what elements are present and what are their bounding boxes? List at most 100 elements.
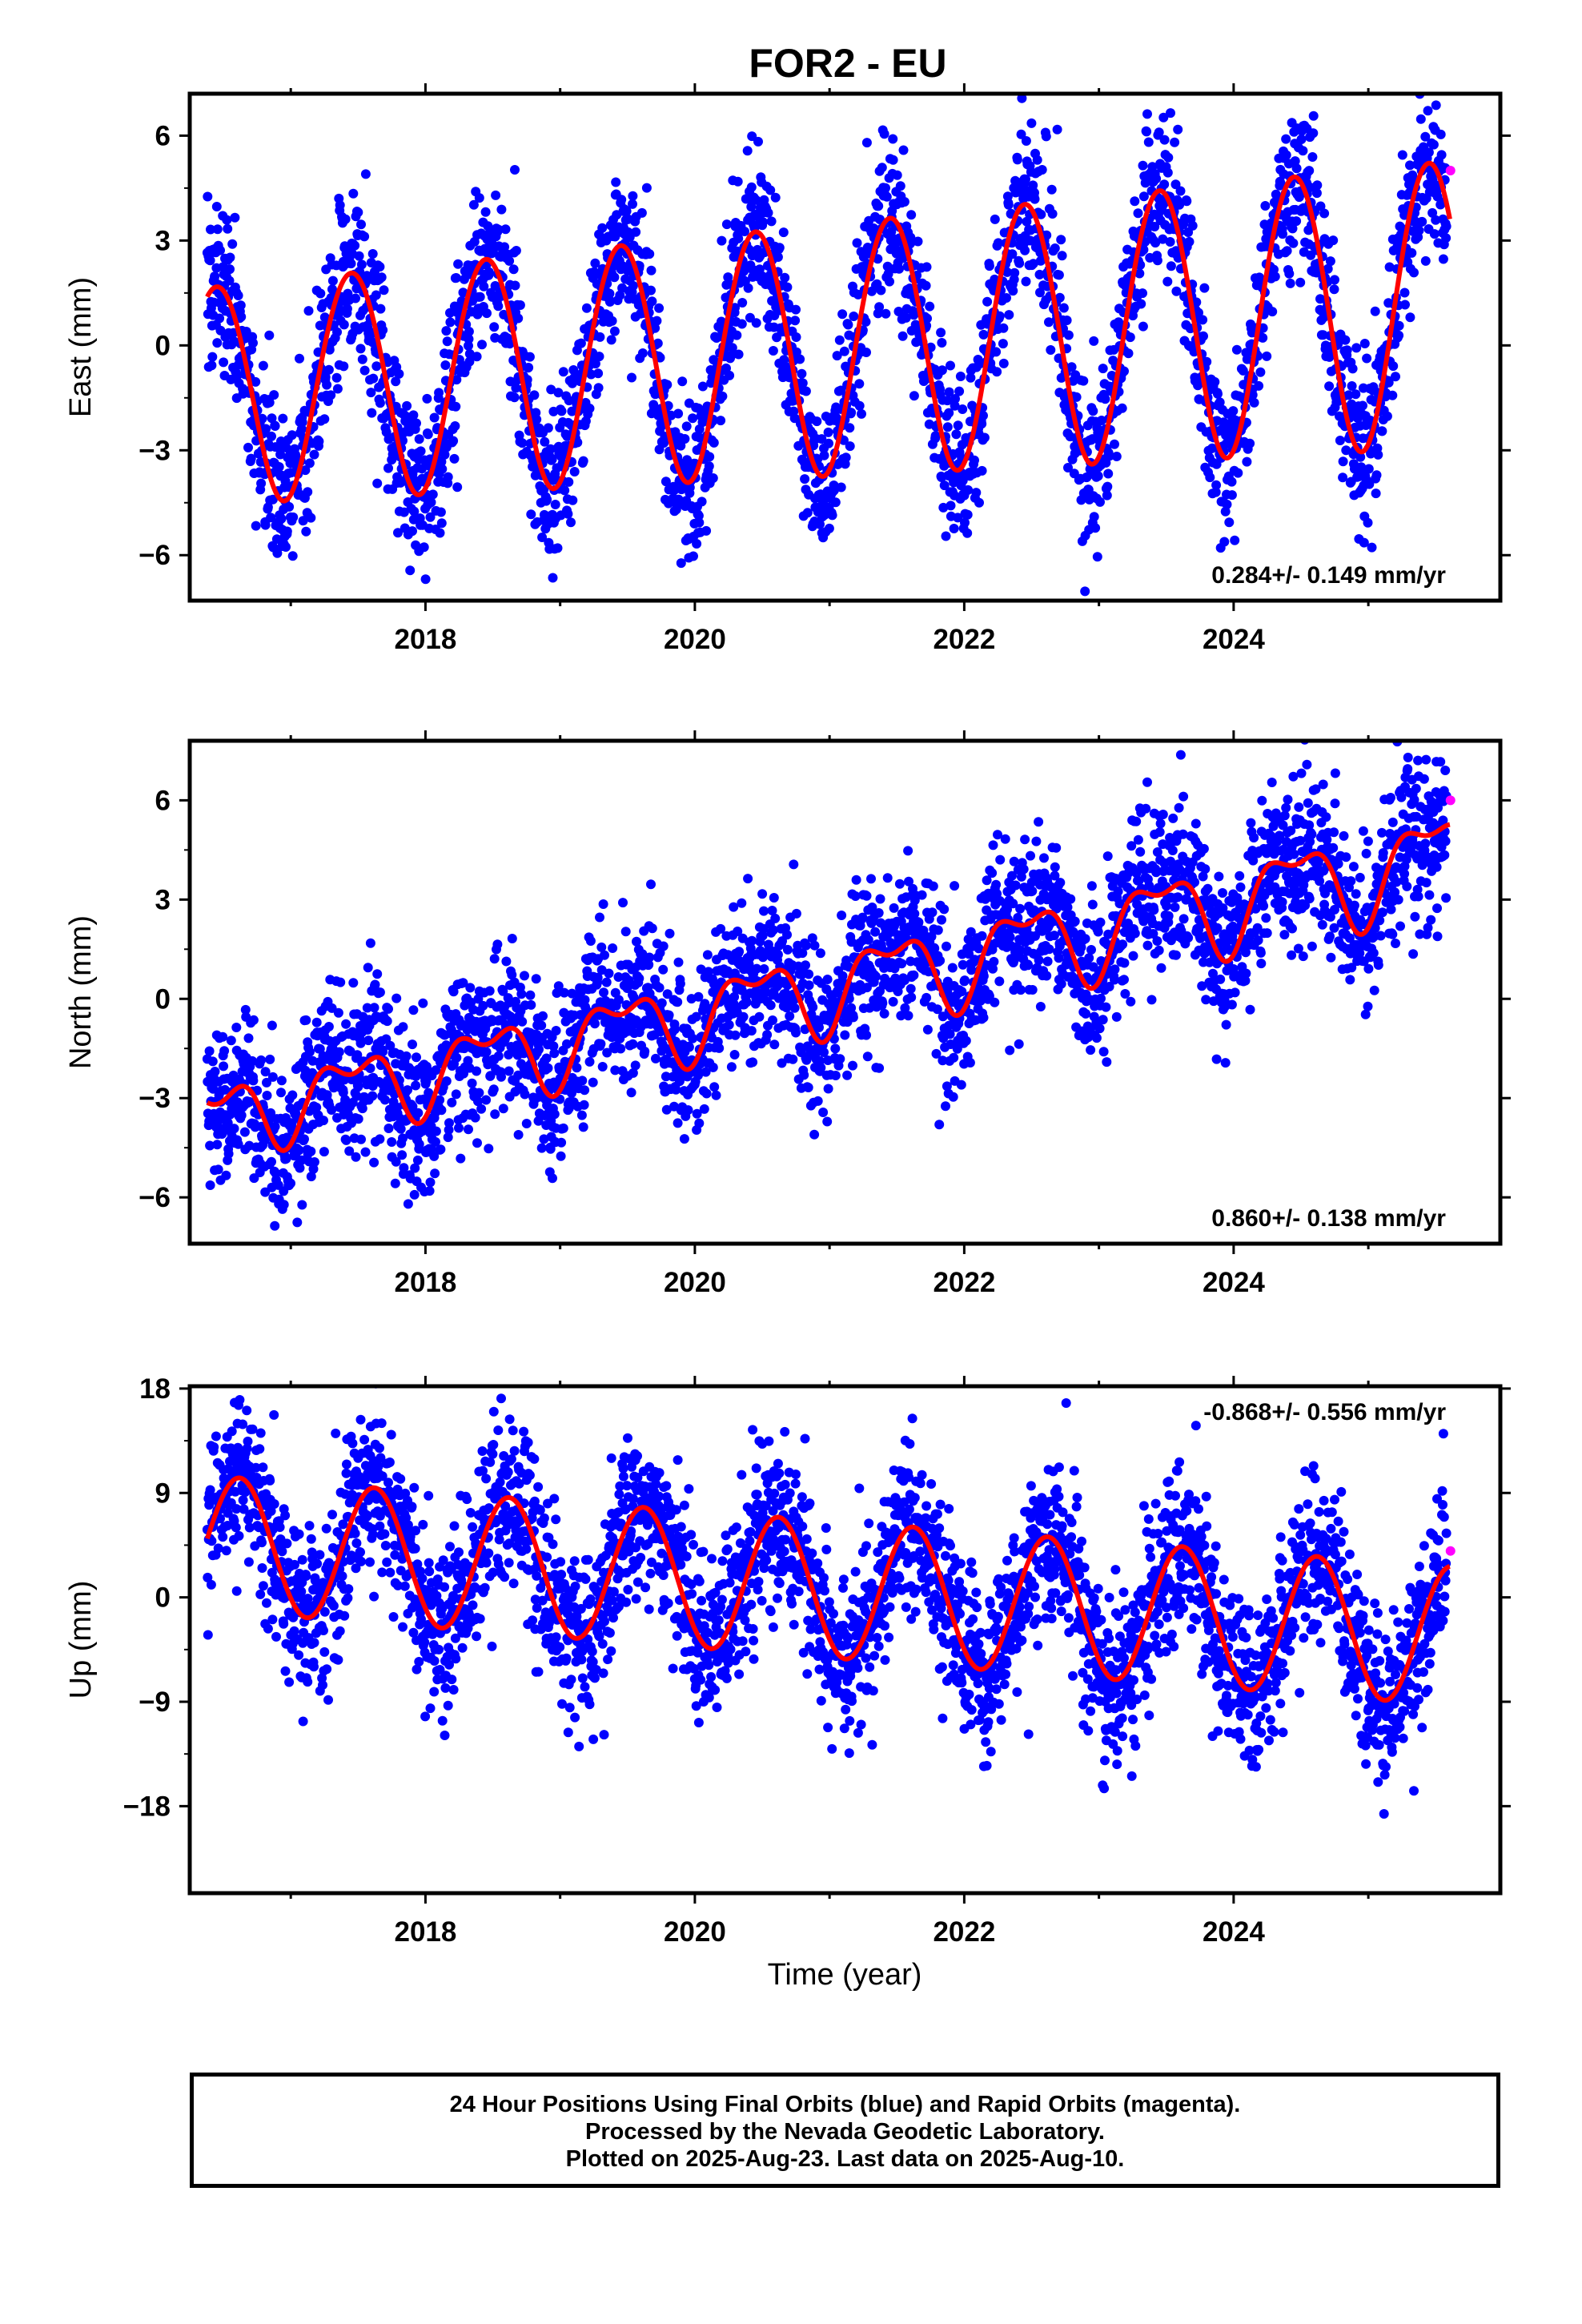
data-point bbox=[549, 1109, 560, 1120]
data-point bbox=[837, 309, 848, 320]
data-point bbox=[604, 288, 615, 299]
data-point bbox=[873, 908, 884, 918]
data-point bbox=[426, 497, 436, 508]
data-point bbox=[742, 146, 753, 156]
data-point bbox=[208, 1084, 219, 1094]
data-point bbox=[278, 413, 288, 424]
data-point bbox=[925, 301, 935, 312]
data-point bbox=[1138, 244, 1149, 255]
data-point bbox=[473, 1096, 483, 1107]
data-point bbox=[327, 1003, 337, 1013]
data-point bbox=[1312, 180, 1323, 191]
data-point bbox=[1198, 315, 1208, 325]
data-point bbox=[265, 1054, 275, 1064]
data-point bbox=[504, 1066, 514, 1076]
data-point bbox=[1191, 297, 1202, 308]
data-point bbox=[1159, 179, 1170, 190]
data-point bbox=[1318, 330, 1328, 340]
data-point bbox=[493, 301, 504, 312]
data-point bbox=[412, 418, 421, 428]
data-point bbox=[1227, 476, 1237, 487]
data-point bbox=[954, 386, 965, 396]
data-point bbox=[631, 227, 641, 237]
data-point bbox=[824, 438, 833, 448]
data-point bbox=[563, 509, 573, 519]
data-point bbox=[944, 387, 954, 397]
data-point bbox=[851, 875, 861, 885]
data-point bbox=[375, 304, 386, 314]
data-point bbox=[979, 432, 990, 443]
data-point bbox=[584, 404, 595, 413]
data-point bbox=[1056, 235, 1066, 245]
data-point bbox=[688, 1033, 698, 1043]
data-point bbox=[704, 461, 714, 472]
data-point bbox=[588, 1077, 598, 1088]
data-point bbox=[814, 1023, 824, 1032]
y-tick-label: 6 bbox=[155, 120, 171, 151]
data-point bbox=[1222, 499, 1232, 509]
data-point bbox=[812, 416, 822, 427]
data-point bbox=[1420, 131, 1431, 142]
x-tick-label: 2020 bbox=[664, 624, 726, 655]
data-point bbox=[424, 1186, 435, 1196]
data-point bbox=[637, 348, 648, 358]
data-point bbox=[892, 170, 902, 180]
data-point bbox=[835, 1054, 845, 1064]
data-point bbox=[303, 306, 314, 316]
data-point bbox=[1020, 245, 1030, 255]
data-point bbox=[658, 941, 669, 951]
data-point bbox=[839, 346, 849, 356]
data-point bbox=[490, 1109, 500, 1120]
data-point bbox=[1102, 490, 1112, 501]
data-point bbox=[1338, 472, 1348, 483]
data-point bbox=[1267, 307, 1278, 317]
data-point bbox=[1012, 155, 1022, 165]
data-point bbox=[464, 1124, 473, 1135]
data-point bbox=[679, 1134, 689, 1144]
data-point bbox=[680, 434, 690, 444]
data-point bbox=[1090, 523, 1101, 533]
data-point bbox=[730, 1030, 741, 1040]
data-point bbox=[275, 449, 286, 460]
data-point bbox=[1397, 150, 1407, 160]
data-point bbox=[556, 1151, 566, 1161]
data-point bbox=[628, 191, 638, 201]
data-point bbox=[445, 308, 455, 318]
data-point bbox=[436, 518, 447, 529]
data-point bbox=[267, 431, 276, 441]
data-point bbox=[351, 293, 360, 304]
data-point bbox=[822, 975, 833, 984]
data-point bbox=[857, 408, 866, 419]
data-point bbox=[1143, 137, 1154, 147]
data-point bbox=[1405, 160, 1415, 171]
data-point bbox=[261, 424, 271, 434]
data-point bbox=[1325, 256, 1335, 267]
data-point bbox=[861, 1030, 871, 1040]
data-point bbox=[1057, 251, 1067, 261]
data-point bbox=[1021, 174, 1030, 184]
data-point bbox=[511, 383, 521, 393]
data-point bbox=[509, 392, 520, 403]
data-point bbox=[769, 1039, 780, 1050]
data-point bbox=[276, 513, 287, 524]
data-point bbox=[1119, 366, 1129, 376]
data-point bbox=[836, 482, 846, 493]
data-point bbox=[319, 414, 330, 424]
data-point bbox=[552, 543, 563, 553]
data-point bbox=[790, 316, 801, 326]
data-point bbox=[375, 398, 385, 408]
data-point bbox=[1233, 468, 1243, 478]
data-point bbox=[1359, 339, 1370, 348]
data-point bbox=[898, 145, 909, 155]
data-point bbox=[496, 1072, 506, 1082]
data-point bbox=[1030, 194, 1040, 204]
data-point bbox=[827, 510, 837, 521]
data-point bbox=[436, 1144, 446, 1155]
data-point bbox=[239, 1127, 250, 1137]
data-point bbox=[962, 528, 973, 538]
data-point bbox=[465, 983, 476, 993]
data-point bbox=[491, 190, 501, 200]
data-point bbox=[391, 1156, 401, 1167]
data-point bbox=[531, 974, 541, 984]
